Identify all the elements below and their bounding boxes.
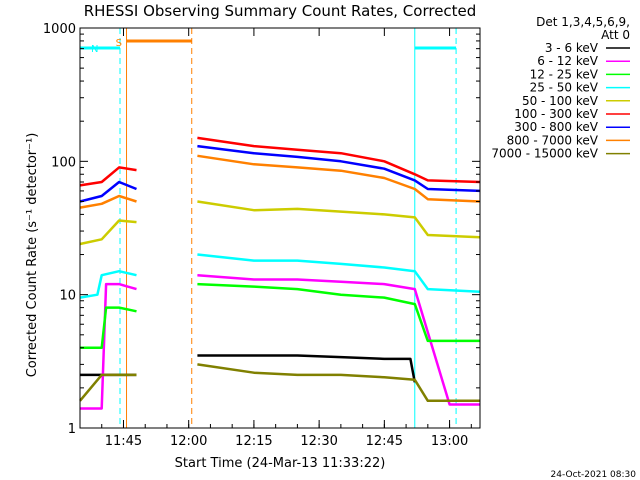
y-tick-label-1: 10 [59,289,76,304]
y-axis-label: Corrected Count Rate (s⁻¹ detector⁻¹) [25,133,40,378]
series-3-segment-1 [197,253,481,294]
observing-vlines [119,28,457,428]
series-1-segment-0 [80,282,137,410]
series-4-segment-0 [79,219,137,246]
x-tick-label-4: 12:45 [366,434,403,449]
series-0-segment-1 [197,354,417,383]
legend-label-7: 800 - 7000 keV [507,133,599,147]
series-lines [79,136,481,410]
legend-label-8: 7000 - 15000 keV [491,147,598,161]
legend-header-line-2: Att 0 [601,28,630,42]
legend-label-6: 300 - 800 keV [514,120,598,134]
y-tick-label-0: 1 [68,422,76,437]
series-4-segment-1 [197,200,481,239]
chart-title: RHESSI Observing Summary Count Rates, Co… [84,2,477,20]
x-tick-label-5: 13:00 [431,434,468,449]
series-8-segment-0 [79,373,137,402]
series-6-segment-1 [197,144,481,193]
x-tick-label-0: 11:45 [105,434,142,449]
series-7-segment-1 [197,154,481,203]
series-8-segment-1 [197,363,480,403]
observing-annotations: NS [91,38,122,55]
y-axis-ticks: 1 10 100 1000 [43,22,480,437]
legend-label-2: 12 - 25 keV [530,67,599,81]
series-2-segment-1 [197,282,480,343]
annotation-n: N [91,44,98,55]
legend-label-3: 25 - 50 keV [530,81,599,95]
x-tick-label-3: 12:30 [300,434,337,449]
y-tick-label-2: 100 [51,155,76,170]
series-5-segment-1 [197,136,481,184]
plot-frame [79,27,481,429]
legend-label-1: 6 - 12 keV [537,54,599,68]
x-axis-label: Start Time (24-Mar-13 11:33:22) [175,456,386,471]
legend-label-5: 100 - 300 keV [514,107,598,121]
series-5-segment-0 [79,166,137,187]
series-3-segment-0 [79,269,137,299]
y-tick-label-3: 1000 [43,22,76,37]
legend-label-4: 50 - 100 keV [522,94,599,108]
series-1-segment-1 [197,273,480,406]
timestamp-footer: 24-Oct-2021 08:30 [551,470,637,480]
legend-header-line-1: Det 1,3,4,5,6,9, [536,15,630,29]
series-2-segment-0 [80,306,137,349]
x-tick-label-1: 12:00 [170,434,207,449]
x-tick-label-2: 12:15 [235,434,272,449]
legend-label-0: 3 - 6 keV [545,41,599,55]
observing-bands [80,39,457,50]
series-6-segment-0 [79,180,137,203]
annotation-s: S [116,38,122,49]
series-7-segment-0 [79,194,137,209]
x-axis-ticks: 11:45 12:00 12:15 12:30 12:45 13:00 [101,28,472,449]
